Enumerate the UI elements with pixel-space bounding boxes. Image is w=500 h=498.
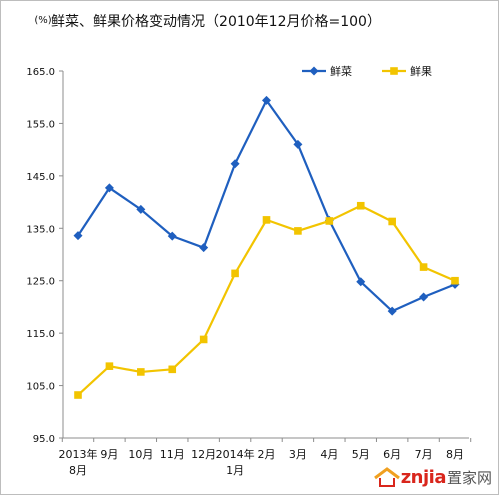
x-tick-label: 1月 [226,464,244,477]
series-layer [73,95,460,399]
y-tick-label: 135.0 [26,224,55,235]
watermark-logo: znjia 置家网 [373,464,492,490]
data-point [231,269,239,278]
series-line [77,204,456,396]
series-2 [74,201,459,399]
x-tick-label: 8月 [69,464,87,477]
data-point [387,306,397,316]
x-tick-label: 2013年 [59,447,98,461]
x-tick-label: 3月 [289,448,307,461]
data-point [136,204,146,214]
x-tick-label: 2月 [258,448,276,461]
data-point [294,227,302,235]
data-point [325,217,334,225]
watermark-latin: znjia [400,466,447,488]
data-point [356,201,365,210]
y-tick-label: 115.0 [26,329,55,340]
x-tick-label: 8月 [446,448,464,461]
legend-label: 鲜果 [410,64,432,78]
data-point [105,362,114,370]
y-tick-label: 95.0 [33,434,55,445]
series-1 [73,95,460,316]
data-point [167,231,177,241]
data-point [137,368,145,376]
legend-marker [390,67,398,75]
y-axis-unit: (%) [34,15,51,26]
x-tick-label: 7月 [415,448,433,461]
x-tick-label: 4月 [320,448,338,461]
y-axis: 165.0 155.0 145.0 135.0 125.0 115.0 105.0 95.0 [26,67,63,445]
legend: 鲜菜 鲜果 [302,64,432,78]
x-tick-label: 11月 [160,448,185,461]
y-tick-label: 105.0 [26,382,55,393]
chart-title: 鲜菜、鲜果价格变动情况（2010年12月价格=100） [51,14,381,30]
legend-label: 鲜菜 [330,64,352,78]
x-tick-label: 6月 [383,448,401,461]
y-tick-label: 125.0 [26,277,55,288]
data-point [293,139,303,149]
data-point [419,263,428,271]
data-point [199,335,208,344]
data-point [262,95,271,105]
x-axis: 2013年 8月 9月 10月 11月 12月 2014年 1月 2月 3月 4月 5月 6月 7月 8月 [59,438,472,477]
data-point [388,217,396,226]
x-tick-label: 9月 [100,448,118,461]
data-point [356,277,366,287]
house-logo-icon [373,466,401,488]
series-line [77,99,456,313]
data-point [451,276,459,285]
data-point [199,243,209,253]
data-point [419,292,429,302]
x-tick-label: 10月 [128,448,153,461]
data-point [230,159,240,169]
data-point [104,183,114,193]
data-point [74,391,82,399]
data-point [73,231,83,241]
x-tick-label: 2014年 [216,447,255,461]
y-tick-label: 165.0 [26,67,55,78]
legend-item: 鲜菜 [302,64,352,78]
y-tick-label: 145.0 [26,172,55,183]
data-point [168,365,177,374]
y-tick-label: 155.0 [26,119,55,130]
x-tick-label: 12月 [191,448,216,461]
legend-item: 鲜果 [382,64,432,78]
legend-marker [309,66,319,76]
data-point [262,216,271,224]
watermark-cn: 置家网 [446,468,492,487]
x-tick-label: 5月 [352,448,370,461]
